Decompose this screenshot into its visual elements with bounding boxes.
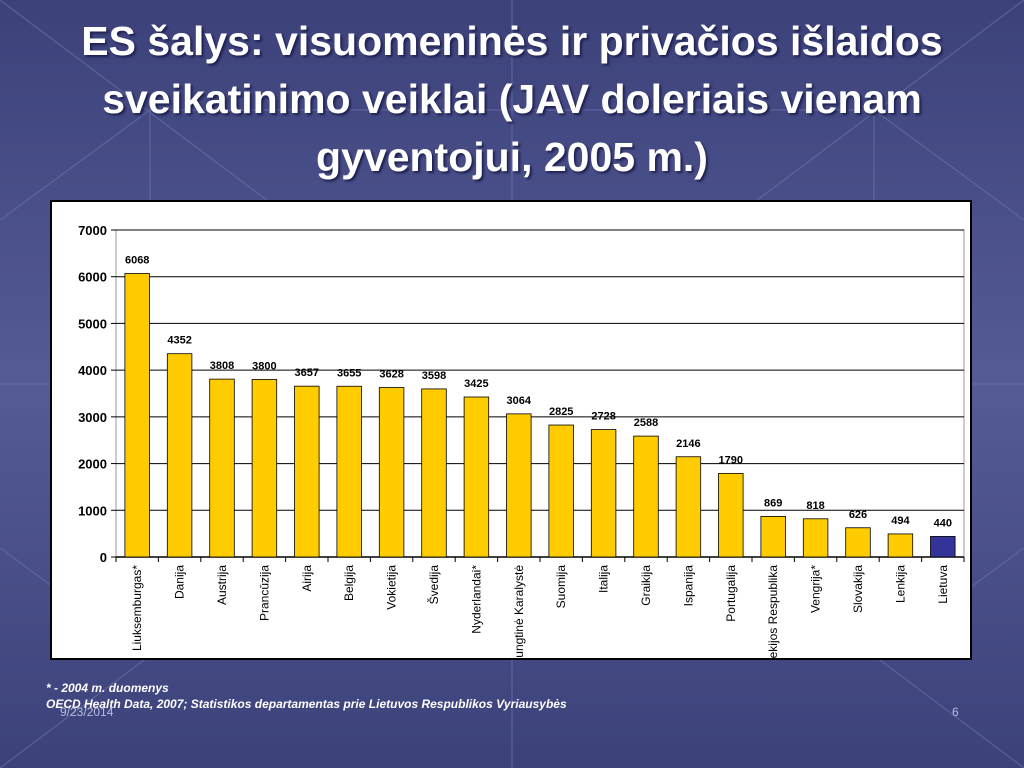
bar — [378, 387, 405, 558]
category-label: Lietuva — [936, 565, 950, 604]
category-label: Čekijos Respublika — [765, 565, 780, 658]
data-label: 3598 — [422, 370, 446, 382]
bar — [463, 396, 490, 558]
data-label: 3064 — [507, 395, 532, 407]
bar — [845, 527, 871, 558]
y-tick-label: 3000 — [78, 410, 107, 425]
category-label: Austrija — [215, 565, 229, 605]
bar — [675, 456, 702, 558]
data-label: 494 — [891, 515, 910, 527]
bar-chart: 0 1000 2000 3000 4000 5000 6000 7000 6068 Liuksem… — [50, 200, 972, 660]
data-label: 869 — [764, 497, 782, 509]
bar — [760, 516, 786, 558]
bar — [251, 379, 278, 558]
data-label: 2728 — [591, 411, 615, 423]
data-label: 440 — [934, 517, 952, 529]
y-tick-label: 6000 — [78, 270, 107, 285]
bar — [166, 353, 193, 558]
slide-date: 9/23/2014 — [60, 705, 114, 719]
category-label: Vokietija — [385, 565, 399, 610]
data-label: 3657 — [295, 367, 319, 379]
y-tick-label: 2000 — [78, 457, 107, 472]
category-label: Slovakija — [851, 565, 865, 613]
bar — [802, 518, 829, 558]
data-label: 2588 — [634, 417, 658, 429]
category-label: Graikija — [639, 565, 653, 606]
data-label: 3800 — [252, 360, 276, 372]
plot-area — [115, 229, 965, 558]
category-label: Prancūzija — [257, 565, 271, 621]
category-label: Suomija — [554, 565, 568, 609]
category-label: Nyderlandai* — [469, 565, 483, 634]
category-label: Belgija — [342, 565, 356, 601]
category-label: Portugalija — [724, 565, 738, 622]
category-label: Ispanija — [681, 565, 695, 607]
y-tick-label: 0 — [100, 550, 107, 565]
chart-svg: 0 1000 2000 3000 4000 5000 6000 7000 6068 Liuksem… — [78, 223, 965, 658]
bar — [209, 378, 235, 558]
category-label: Airija — [300, 565, 314, 592]
data-label: 1790 — [719, 454, 743, 466]
footnote-source: OECD Health Data, 2007; Statistikos depa… — [46, 697, 567, 711]
y-tick-label: 1000 — [78, 503, 107, 518]
category-label: Vengrija* — [809, 565, 823, 613]
bar — [548, 424, 574, 558]
y-tick-label: 4000 — [78, 363, 107, 378]
data-label: 3628 — [379, 369, 403, 381]
y-tick-label: 5000 — [78, 316, 107, 331]
category-label: Liuksemburgas* — [130, 565, 144, 651]
category-label: Jungtinė Karalystė — [512, 565, 526, 658]
y-tick-label: 7000 — [78, 223, 107, 238]
slide-title: ES šalys: visuomeninės ir privačios išla… — [81, 18, 943, 180]
footnote-data-year: * - 2004 m. duomenys — [46, 681, 169, 695]
data-label: 3808 — [210, 360, 234, 372]
bar — [294, 385, 320, 558]
category-label: Danija — [173, 565, 187, 599]
data-label: 818 — [806, 500, 824, 512]
bar — [421, 388, 447, 558]
data-label: 6068 — [125, 255, 149, 267]
bar — [124, 273, 150, 558]
bar — [633, 435, 659, 558]
bar — [718, 472, 744, 558]
category-label: Švedija — [426, 565, 441, 605]
category-label: Italija — [597, 565, 611, 593]
data-label: 2825 — [549, 406, 573, 418]
data-label: 3655 — [337, 367, 361, 379]
bar — [506, 413, 532, 558]
category-label: Lenkija — [893, 565, 907, 603]
bar — [930, 536, 956, 558]
bar — [887, 533, 914, 558]
bar — [590, 429, 617, 558]
data-label: 4352 — [167, 335, 191, 347]
slide-number: 6 — [952, 705, 959, 719]
bar — [336, 385, 362, 558]
data-label: 626 — [849, 509, 867, 521]
data-label: 2146 — [676, 438, 700, 450]
data-label: 3425 — [464, 378, 488, 390]
